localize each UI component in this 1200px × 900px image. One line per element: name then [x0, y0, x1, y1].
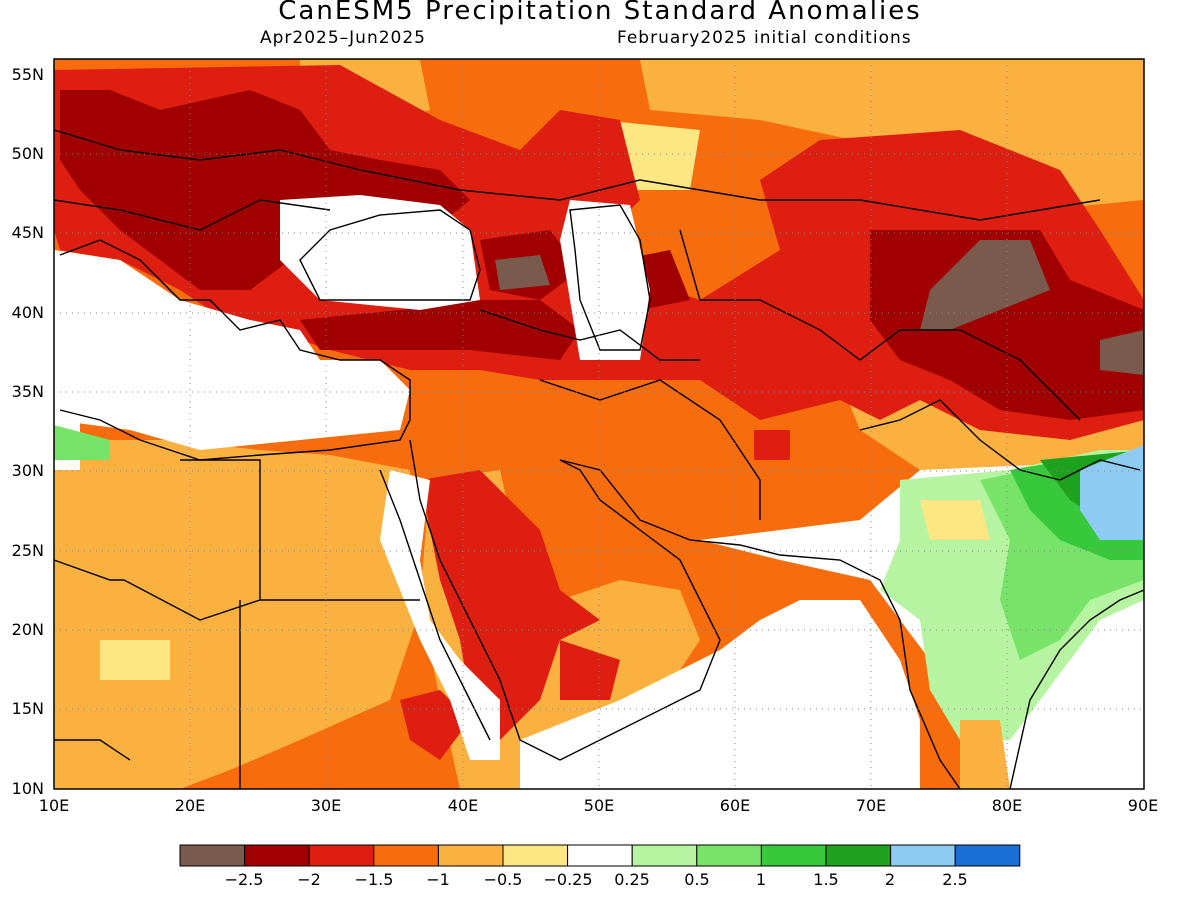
colorbar-swatch — [308, 844, 375, 867]
colorbar-swatch — [502, 844, 569, 867]
forecast-period: Apr2025–Jun2025 — [260, 28, 426, 48]
lon-label: 70E — [855, 796, 887, 815]
colorbar-label: 0.25 — [614, 870, 650, 889]
colorbar-label: −1.5 — [354, 870, 394, 889]
colorbar — [179, 844, 1021, 867]
lon-label: 10E — [38, 796, 70, 815]
lat-label: 15N — [11, 699, 44, 718]
lat-label: 40N — [11, 303, 44, 322]
colorbar-swatch — [631, 844, 698, 867]
lon-label: 40E — [447, 796, 479, 815]
colorbar-swatch — [954, 844, 1021, 867]
lat-label: 10N — [11, 779, 44, 798]
colorbar-label: −2.5 — [224, 870, 264, 889]
coastlines — [54, 129, 1144, 789]
lat-label: 45N — [11, 223, 44, 242]
lat-label: 30N — [11, 461, 44, 480]
colorbar-swatch — [244, 844, 310, 867]
colorbar-swatch — [179, 844, 246, 867]
anomaly-field — [54, 59, 1144, 789]
colorbar-label: −1 — [426, 870, 450, 889]
lat-label: 55N — [11, 65, 44, 84]
lat-label: 25N — [11, 541, 44, 560]
lat-label: 35N — [11, 382, 44, 401]
colorbar-swatch — [696, 844, 762, 867]
lat-label: 50N — [11, 144, 44, 163]
colorbar-label: 0.5 — [684, 870, 710, 889]
colorbar-label: −0.5 — [483, 870, 523, 889]
colorbar-swatch — [567, 844, 633, 867]
lat-label: 20N — [11, 620, 44, 639]
colorbar-label: −0.25 — [543, 870, 593, 889]
colorbar-swatch — [890, 844, 956, 867]
colorbar-label: 2 — [884, 870, 896, 889]
map-title: CanESM5 Precipitation Standard Anomalies — [278, 0, 922, 26]
colorbar-label: −2 — [297, 870, 321, 889]
lon-label: 80E — [991, 796, 1023, 815]
colorbar-swatch — [760, 844, 827, 867]
lon-label: 20E — [174, 796, 206, 815]
lon-label: 90E — [1127, 796, 1159, 815]
colorbar-label: 1 — [755, 870, 767, 889]
colorbar-label: 1.5 — [813, 870, 839, 889]
map-frame — [53, 58, 1145, 790]
colorbar-swatch — [825, 844, 892, 867]
lon-label: 50E — [583, 796, 615, 815]
initial-conditions: February2025 initial conditions — [617, 28, 912, 48]
lon-label: 60E — [719, 796, 751, 815]
lon-label: 30E — [310, 796, 342, 815]
colorbar-label: 2.5 — [942, 870, 968, 889]
colorbar-swatch — [437, 844, 504, 867]
colorbar-swatch — [373, 844, 439, 867]
